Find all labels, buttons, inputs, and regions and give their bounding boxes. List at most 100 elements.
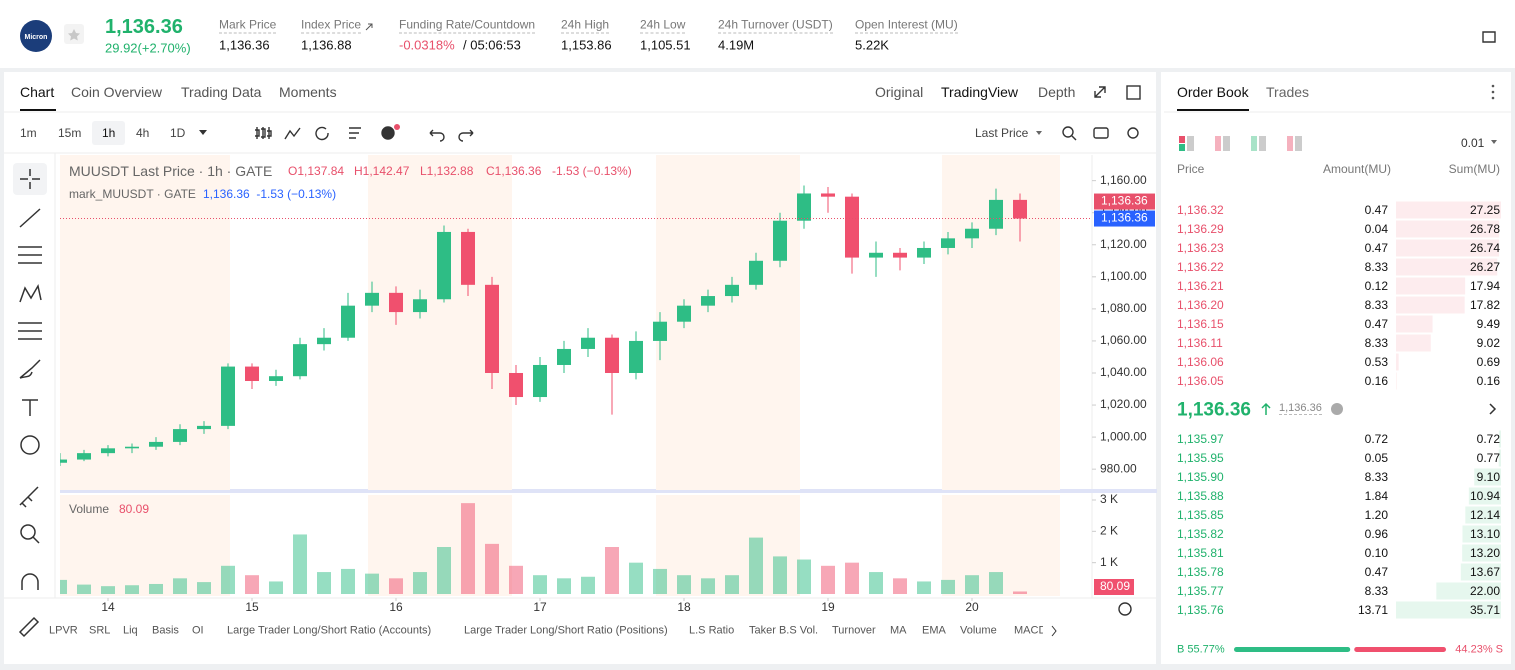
interval[interactable]: 1m <box>20 126 37 140</box>
x-tick-label: 19 <box>821 600 835 614</box>
chart-legend-title: MUUSDT Last Price · 1h · GATE <box>69 163 273 179</box>
view-tab[interactable]: Original <box>875 84 924 100</box>
column-header: Sum(MU) <box>1448 162 1500 176</box>
volume-bar <box>653 568 667 594</box>
indicator-tab[interactable]: EMA <box>922 624 946 637</box>
book-tab[interactable]: Order Book <box>1177 84 1249 100</box>
view-tab[interactable]: TradingView <box>941 84 1019 100</box>
candle-body <box>125 446 139 449</box>
indicator-tab[interactable]: L.S Ratio <box>689 624 735 637</box>
interval[interactable]: 1h <box>102 126 116 140</box>
chevron[interactable] <box>1489 403 1497 415</box>
candle-body <box>269 376 283 382</box>
book-amount: 8.33 <box>1364 336 1388 350</box>
candle-body <box>989 199 1003 229</box>
order-book-panel <box>1161 72 1511 664</box>
indicator-tab[interactable]: Taker B.S Vol. <box>749 624 819 637</box>
price-source[interactable]: Last Price <box>975 126 1029 140</box>
candle-body <box>629 340 643 373</box>
book-amount: 8.33 <box>1364 298 1388 312</box>
book-price: 1,136.23 <box>1177 241 1224 255</box>
more-menu[interactable] <box>1491 84 1495 100</box>
pane-separator <box>60 489 1157 493</box>
candle-body <box>365 292 379 306</box>
x-tick-label: 17 <box>533 600 547 614</box>
book-sum: 9.10 <box>1476 470 1500 484</box>
y-tick-label: 1,080.00 <box>1100 301 1147 315</box>
candle-body <box>60 459 67 463</box>
book-view-icons[interactable] <box>1179 136 1302 151</box>
dropdown-caret[interactable] <box>1491 140 1497 144</box>
precision[interactable]: 0.01 <box>1461 136 1485 150</box>
indicator-tab[interactable]: Turnover <box>832 624 876 637</box>
candle-body <box>509 372 523 398</box>
price-tag <box>1094 193 1155 210</box>
interval[interactable]: 15m <box>58 126 82 140</box>
volume-bar <box>269 581 283 594</box>
indicator-tab[interactable]: Large Trader Long/Short Ratio (Accounts) <box>227 624 432 637</box>
depth-bar <box>1396 258 1498 276</box>
candle-body <box>461 231 475 285</box>
volume-bar <box>821 565 835 594</box>
logo-text: Micron <box>25 34 48 41</box>
stat-label: Mark Price <box>219 17 277 34</box>
volume-bar <box>437 547 451 594</box>
candle-body <box>845 196 859 258</box>
book-tab[interactable]: Trades <box>1266 84 1310 100</box>
view-tab[interactable]: Depth <box>1038 84 1076 100</box>
volume-bar <box>677 575 691 594</box>
depth-bar <box>1396 201 1501 219</box>
depth-bar <box>1465 506 1501 524</box>
drawing-tools[interactable] <box>18 169 42 638</box>
depth-bar <box>1396 296 1465 314</box>
candle-body <box>245 366 259 382</box>
price: 1,136.36 <box>105 16 183 38</box>
book-sum: 13.10 <box>1469 527 1500 541</box>
chevron[interactable] <box>1051 625 1057 637</box>
stat-label: 24h High <box>561 17 610 34</box>
ohlc-value: -1.53 (−0.13%) <box>552 164 632 178</box>
indicator-tab[interactable]: Basis <box>152 624 179 637</box>
book-amount: 0.47 <box>1364 317 1388 331</box>
x-tick-label: 15 <box>245 600 259 614</box>
indicator-tab[interactable]: Volume <box>960 624 997 637</box>
y-tick-label: 1,160.00 <box>1100 173 1147 187</box>
chart-tab[interactable]: Chart <box>20 84 55 100</box>
indicator-tab[interactable]: MACD <box>1014 625 1043 637</box>
dropdown-caret[interactable] <box>1036 131 1042 135</box>
chart-tab[interactable]: Moments <box>279 84 337 100</box>
stat-value: 1,136.88 <box>301 37 352 53</box>
dropdown-caret[interactable] <box>199 130 207 135</box>
book-price: 1,136.05 <box>1177 374 1224 388</box>
volume-bar <box>293 534 307 594</box>
indicator-tab[interactable]: SRL <box>89 624 111 637</box>
interval[interactable]: 4h <box>136 126 150 140</box>
indicator-tab[interactable]: MA <box>890 624 907 637</box>
interval[interactable]: 1D <box>170 126 186 140</box>
toolbar-icons[interactable] <box>255 31 1496 616</box>
chart-tab[interactable]: Trading Data <box>181 84 262 100</box>
book-sum: 26.27 <box>1469 260 1500 274</box>
candle-body <box>821 193 835 197</box>
book-amount: 8.33 <box>1364 584 1388 598</box>
indicator-tab[interactable]: Liq <box>123 624 138 637</box>
indicator-tab[interactable]: Large Trader Long/Short Ratio (Positions… <box>464 624 668 637</box>
y-tick-label: 3 K <box>1100 492 1118 506</box>
book-price: 1,135.97 <box>1177 432 1224 446</box>
indicator-tab[interactable]: OI <box>192 624 204 637</box>
candle-body <box>389 292 403 313</box>
chart-tab[interactable]: Coin Overview <box>71 84 163 100</box>
x-tick-label: 14 <box>101 600 115 614</box>
y-tick-label: 1,060.00 <box>1100 333 1147 347</box>
depth-bar <box>1468 487 1501 505</box>
candle-body <box>605 337 619 373</box>
indicator-tab[interactable]: LPVR <box>49 624 78 637</box>
book-price: 1,136.15 <box>1177 317 1224 331</box>
volume-bar <box>605 547 619 594</box>
stat-value: 1,105.51 <box>640 37 691 53</box>
depth-bar <box>1396 277 1466 295</box>
book-amount: 8.33 <box>1364 260 1388 274</box>
plot <box>60 185 1027 594</box>
y-tick-label: 1 K <box>1100 555 1118 569</box>
